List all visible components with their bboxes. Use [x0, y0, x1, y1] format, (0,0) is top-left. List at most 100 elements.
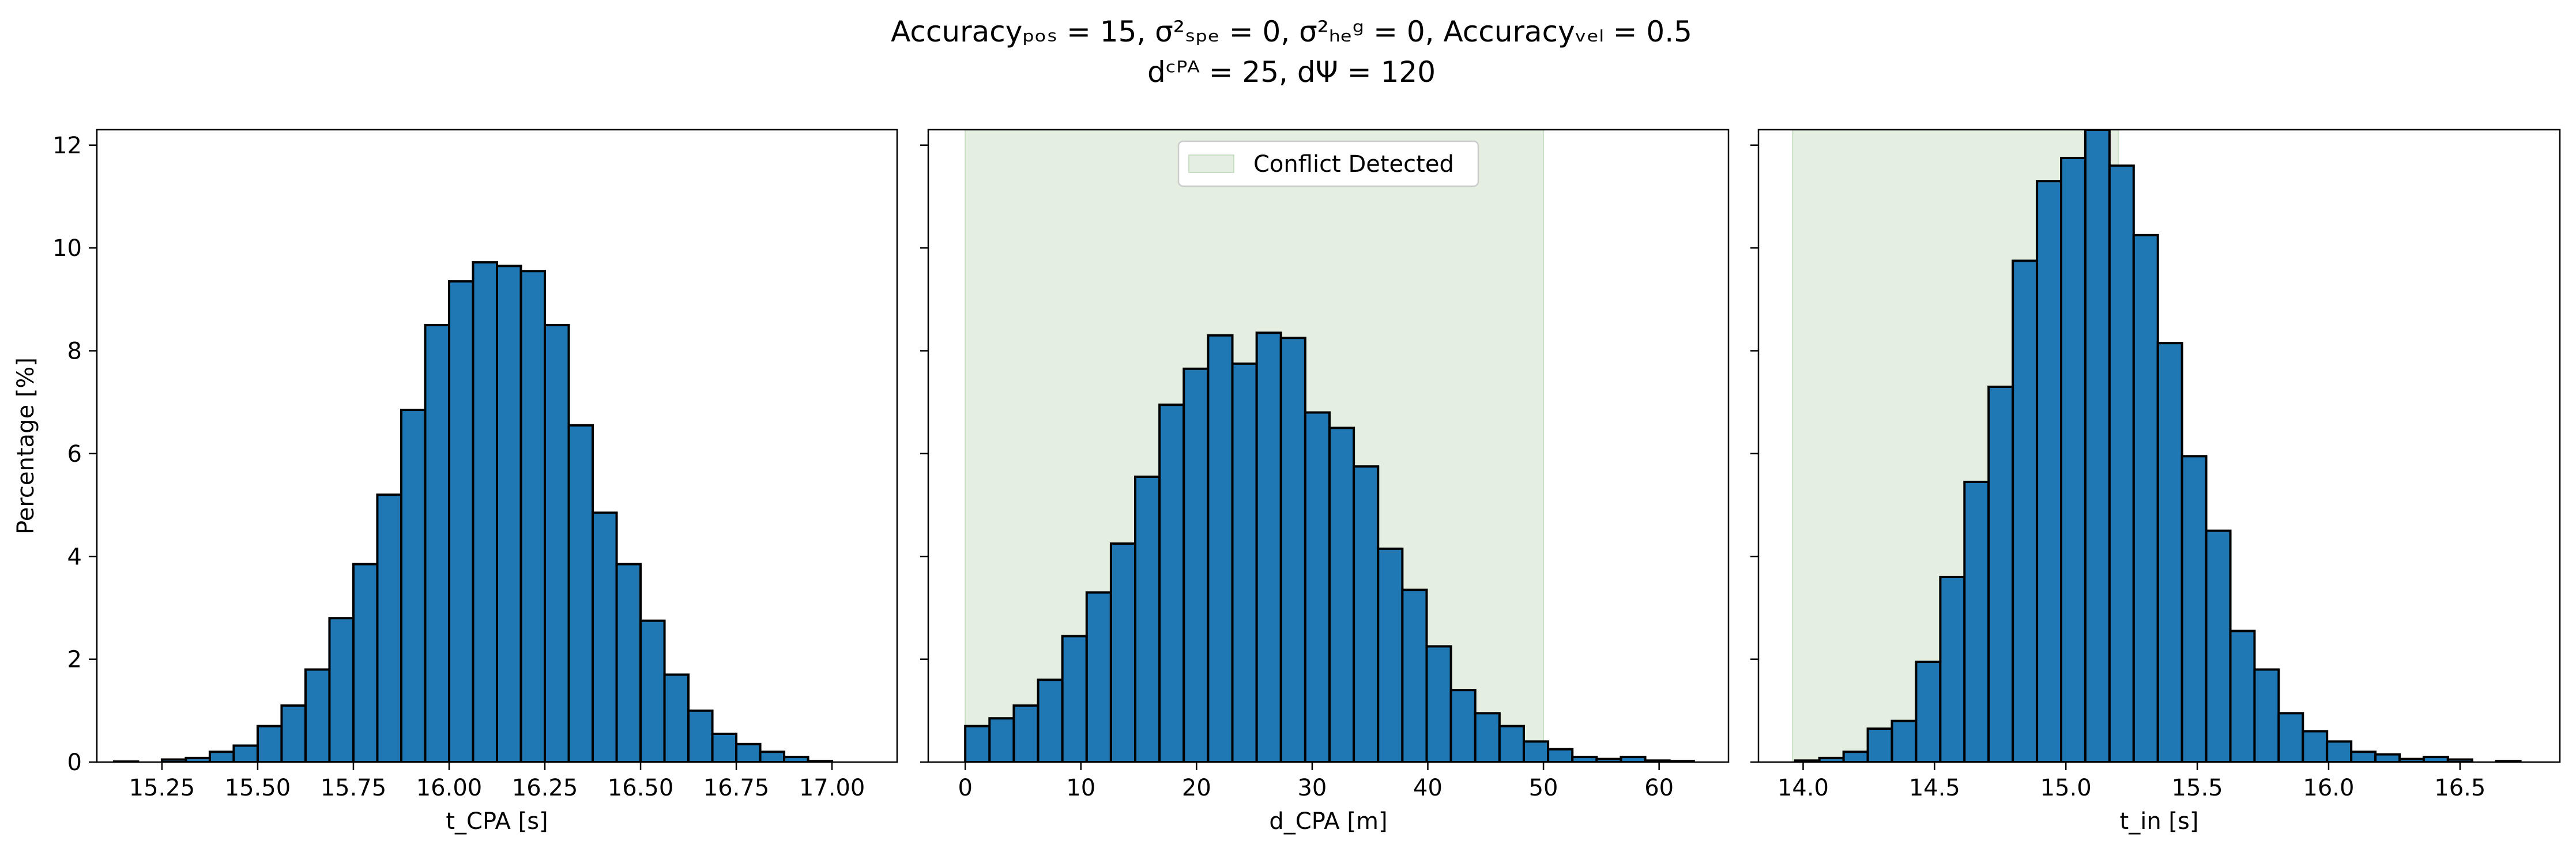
histogram-bar — [2326, 740, 2353, 762]
histogram-bar — [711, 732, 738, 762]
histogram-bar — [2205, 529, 2232, 762]
histogram-bar — [519, 270, 547, 762]
histogram-bar — [2302, 730, 2329, 762]
histogram-bar — [1963, 480, 1990, 762]
histogram-bar — [759, 751, 786, 762]
panel-tcpa-histogram: 15.25 15.50 15.75 16.00 16.25 16.50 16.75 17.00… — [13, 129, 898, 835]
histogram-bar — [1547, 748, 1574, 762]
y-tick-label: 12 — [52, 133, 82, 159]
histogram-bar — [2084, 130, 2111, 762]
x-tick-label: 50 — [1529, 775, 1558, 801]
y-axis-label: Percentage [%] — [13, 357, 39, 534]
histogram-bar — [280, 704, 307, 762]
y-tick-label: 2 — [67, 647, 82, 673]
histogram-bar — [663, 673, 690, 762]
histogram-bar — [2253, 668, 2280, 762]
histogram-bar — [1231, 362, 1258, 762]
histogram-bar — [256, 725, 283, 762]
histogram-bar — [400, 409, 427, 762]
histogram-bar — [544, 323, 570, 762]
histogram-bar — [2350, 751, 2377, 762]
x-tick-label: 16.25 — [512, 775, 578, 801]
histogram-bar — [2060, 157, 2087, 762]
histogram-bar — [783, 756, 809, 762]
histogram-bar — [1279, 337, 1306, 762]
x-tick-label: 10 — [1066, 775, 1095, 801]
histogram-bar — [1158, 404, 1185, 762]
histogram-bar — [1037, 678, 1064, 762]
x-tick-label: 17.00 — [799, 775, 865, 801]
histogram-bar — [964, 725, 991, 762]
histogram-bar — [1134, 476, 1161, 762]
histogram-bar — [304, 668, 331, 762]
histogram-bar — [735, 742, 762, 762]
histogram-bar — [2277, 712, 2304, 762]
histogram-bar — [1328, 427, 1355, 762]
x-axis-label: d_CPA [m] — [1269, 808, 1387, 835]
histogram-bar — [2374, 753, 2401, 762]
bars — [964, 331, 1695, 762]
histogram-bar — [687, 709, 714, 762]
bars — [112, 261, 834, 762]
histogram-bar — [1377, 547, 1404, 762]
histogram-bar — [1939, 575, 1966, 762]
x-tick-label: 14.0 — [1777, 775, 1829, 801]
x-tick-label: 15.50 — [225, 775, 291, 801]
histogram-bar — [232, 744, 259, 762]
histogram-bar — [1061, 635, 1088, 762]
legend-swatch — [1188, 154, 1234, 173]
x-tick-label: 16.50 — [608, 775, 674, 801]
histogram-bar — [1915, 661, 1942, 762]
histogram-bar — [639, 619, 666, 762]
histogram-bar — [2012, 259, 2039, 762]
histogram-bar — [1109, 542, 1137, 762]
x-tick-label: 40 — [1413, 775, 1443, 801]
x-tick-label: 15.75 — [321, 775, 387, 801]
histogram-bar — [1425, 645, 1452, 762]
histogram-bar — [472, 261, 498, 762]
x-tick-label: 14.5 — [1909, 775, 1960, 801]
y-tick-label: 6 — [67, 441, 82, 468]
histogram-bar — [1449, 689, 1477, 762]
y-tick-label: 10 — [52, 235, 82, 262]
histogram-bar — [1012, 704, 1040, 762]
y-tick-label: 8 — [67, 338, 82, 365]
histogram-bar — [1620, 756, 1647, 762]
legend-box — [1177, 140, 1479, 187]
histogram-bar — [1304, 411, 1331, 762]
x-tick-label: 30 — [1297, 775, 1327, 801]
axes-frame — [1757, 129, 2561, 763]
histogram-bar — [1207, 334, 1234, 762]
histogram-bar — [567, 424, 594, 762]
histogram-bar — [376, 493, 402, 762]
x-tick-label: 15.25 — [129, 775, 195, 801]
histogram-bar — [2132, 233, 2159, 762]
legend-label: Conflict Detected — [1253, 151, 1454, 178]
histogram-bar — [1353, 465, 1380, 762]
histogram-bar — [1085, 591, 1112, 762]
histogram-bar — [2036, 180, 2063, 762]
histogram-bar — [352, 563, 379, 762]
legend: Conflict Detected — [1177, 140, 1479, 187]
histogram-bar — [2180, 455, 2208, 762]
histogram-bar — [1498, 725, 1525, 762]
panel-dcpa-histogram: 0 10 20 30 40 50 60 d_CPA [m] Conflict Detected — [920, 129, 1730, 835]
histogram-bar — [1571, 756, 1598, 762]
histogram-bar — [1255, 331, 1282, 762]
panel-tin-histogram: 14.0 14.5 15.0 15.5 16.0 16.5 t_in [s] — [1750, 129, 2561, 835]
x-axis-label: t_in [s] — [2120, 808, 2199, 835]
x-tick-label: 15.0 — [2040, 775, 2092, 801]
histogram-bar — [1866, 727, 1893, 762]
y-tick-label: 0 — [67, 749, 82, 776]
x-tick-label: 0 — [958, 775, 972, 801]
histogram-bar — [592, 511, 618, 762]
histogram-bar — [1522, 740, 1550, 762]
x-tick-label: 20 — [1182, 775, 1211, 801]
x-tick-label: 15.5 — [2172, 775, 2223, 801]
x-tick-label: 16.75 — [703, 775, 770, 801]
figure-title-line-2: dᶜᴾᴬ = 25, dΨ = 120 — [1147, 55, 1436, 89]
histogram-bar — [1401, 589, 1428, 762]
histogram-bar — [496, 265, 522, 762]
histogram-bar — [2422, 756, 2449, 762]
